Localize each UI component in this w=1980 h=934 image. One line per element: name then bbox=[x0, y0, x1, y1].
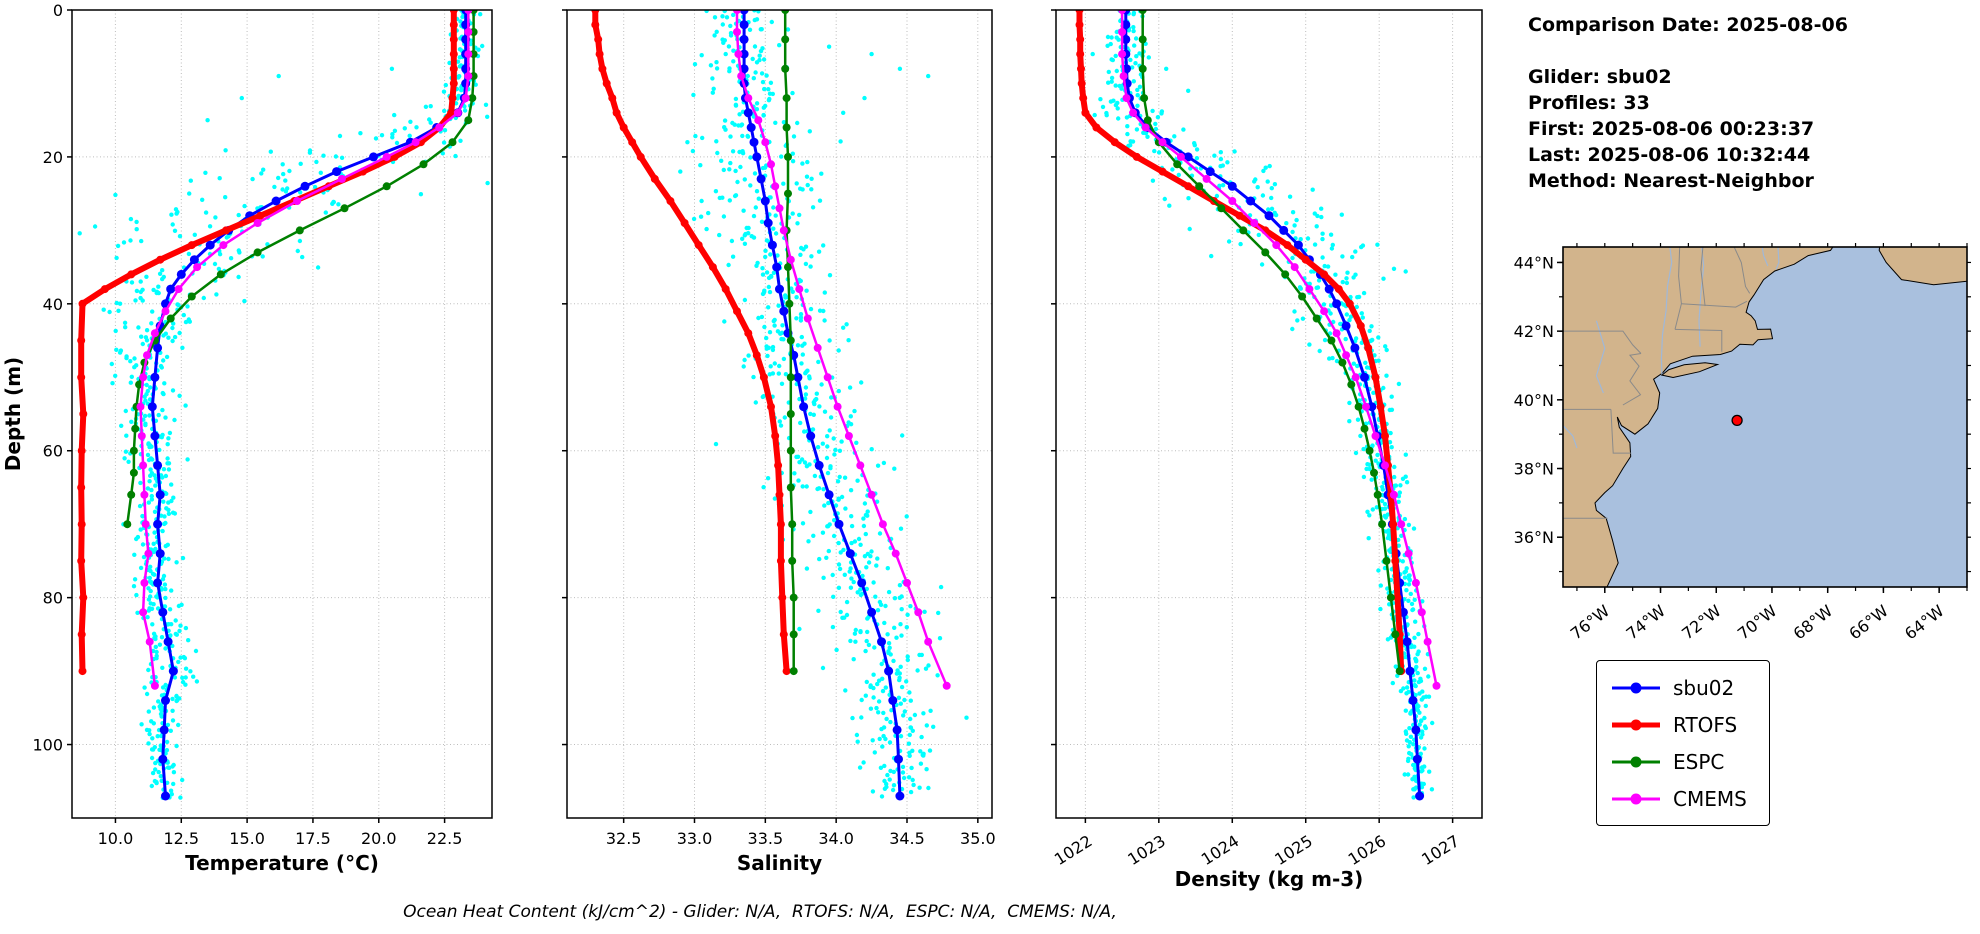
legend-label: CMEMS bbox=[1673, 786, 1747, 811]
series-RTOFS bbox=[591, 10, 791, 676]
svg-text:36°N: 36°N bbox=[1514, 528, 1554, 547]
series-ESPC bbox=[123, 10, 478, 529]
svg-text:100: 100 bbox=[32, 736, 63, 755]
info-panel-spacer bbox=[1528, 38, 1848, 64]
land-polygon bbox=[1563, 247, 1834, 587]
series-CMEMS bbox=[733, 10, 951, 690]
series-sbu02 bbox=[739, 10, 905, 801]
svg-text:38°N: 38°N bbox=[1514, 460, 1554, 479]
svg-text:66°W: 66°W bbox=[1845, 601, 1892, 643]
ocean-heat-content-caption: Ocean Heat Content (kJ/cm^2) - Glider: N… bbox=[403, 902, 1117, 922]
svg-text:40°N: 40°N bbox=[1514, 391, 1554, 410]
location-map: 76°W 74°W 72°W 70°W 68°W 66°W 64°W 36°N 38°N 40°N… bbox=[1514, 243, 1971, 643]
state-border-line bbox=[1733, 247, 1751, 294]
density-profile-plot: 1022 1023 1024 1025 1026 1027 Density (kg m-3) bbox=[1051, 9, 1483, 891]
svg-text:68°W: 68°W bbox=[1790, 601, 1837, 643]
legend-entry-cmems: CMEMS bbox=[1609, 780, 1747, 817]
legend-line-marker-icon bbox=[1612, 719, 1660, 730]
svg-text:76°W: 76°W bbox=[1567, 601, 1614, 643]
salinity-xlabel: Salinity bbox=[737, 851, 822, 875]
svg-text:32.5: 32.5 bbox=[606, 829, 642, 848]
scatter-layer-glider-raw-points bbox=[678, 10, 969, 799]
grid-layer bbox=[1056, 9, 1482, 818]
state-border-line bbox=[1674, 328, 1723, 352]
last-time-line: Last: 2025-08-06 10:32:44 bbox=[1528, 144, 1811, 166]
legend-entry-espc: ESPC bbox=[1609, 743, 1747, 780]
grid-layer bbox=[567, 9, 992, 818]
state-border-line bbox=[1674, 247, 1682, 330]
legend-entry-sbu02: sbu02 bbox=[1609, 669, 1747, 706]
series-ESPC bbox=[1138, 10, 1404, 676]
info-panel: Comparison Date: 2025-08-06 Glider: sbu0… bbox=[1528, 12, 1848, 194]
river-line bbox=[1698, 247, 1705, 347]
state-border-line bbox=[1610, 409, 1632, 454]
svg-text:44°N: 44°N bbox=[1514, 253, 1554, 272]
first-time-line: First: 2025-08-06 00:23:37 bbox=[1528, 118, 1815, 140]
profiles-line: Profiles: 33 bbox=[1528, 92, 1650, 114]
legend-entry-rtofs: RTOFS bbox=[1609, 706, 1747, 743]
svg-text:60: 60 bbox=[43, 442, 63, 461]
map-layers bbox=[1563, 247, 1967, 587]
river-line bbox=[1775, 247, 1780, 270]
legend-label: sbu02 bbox=[1673, 675, 1735, 700]
svg-text:34.0: 34.0 bbox=[818, 829, 854, 848]
legend-line-marker-icon bbox=[1612, 756, 1660, 767]
land-polygon bbox=[1878, 247, 1967, 286]
series-CMEMS bbox=[136, 10, 473, 690]
method-line: Method: Nearest-Neighbor bbox=[1528, 170, 1814, 192]
salinity-profile-plot: 32.5 33.0 33.5 34.0 34.5 35.0 Salinity bbox=[562, 9, 996, 875]
svg-text:40: 40 bbox=[43, 295, 63, 314]
svg-text:33.0: 33.0 bbox=[677, 829, 713, 848]
river-line bbox=[1595, 320, 1606, 394]
temperature-xlabel: Temperature (°C) bbox=[185, 851, 379, 875]
legend-line-marker-icon bbox=[1612, 793, 1660, 804]
svg-text:64°W: 64°W bbox=[1901, 601, 1948, 643]
series-CMEMS bbox=[1118, 10, 1441, 690]
svg-text:10.0: 10.0 bbox=[98, 829, 134, 848]
state-border-line bbox=[1563, 330, 1642, 354]
svg-text:35.0: 35.0 bbox=[960, 829, 996, 848]
glider-line: Glider: sbu02 bbox=[1528, 66, 1672, 88]
river-line bbox=[1660, 247, 1673, 375]
depth-axis-label: Depth (m) bbox=[1, 357, 25, 471]
svg-text:74°W: 74°W bbox=[1622, 601, 1669, 643]
svg-text:72°W: 72°W bbox=[1678, 601, 1725, 643]
svg-text:33.5: 33.5 bbox=[748, 829, 784, 848]
svg-text:20: 20 bbox=[43, 148, 63, 167]
svg-text:0: 0 bbox=[53, 1, 63, 20]
svg-text:17.5: 17.5 bbox=[295, 829, 331, 848]
temperature-profile-plot: 10.0 12.5 15.0 17.5 20.0 22.5 0 20 40 60 80 100 Temp… bbox=[1, 1, 493, 875]
svg-text:34.5: 34.5 bbox=[889, 829, 925, 848]
svg-text:22.5: 22.5 bbox=[427, 829, 463, 848]
svg-text:1022: 1022 bbox=[1051, 831, 1096, 869]
svg-text:12.5: 12.5 bbox=[163, 829, 199, 848]
svg-text:1027: 1027 bbox=[1418, 831, 1463, 869]
series-RTOFS bbox=[77, 10, 458, 676]
river-line bbox=[1761, 247, 1769, 267]
state-border-line bbox=[1622, 353, 1642, 406]
svg-text:20.0: 20.0 bbox=[361, 829, 397, 848]
svg-text:15.0: 15.0 bbox=[229, 829, 265, 848]
legend: sbu02 RTOFS ESPC CMEMS bbox=[1596, 660, 1770, 826]
svg-text:1023: 1023 bbox=[1124, 831, 1169, 869]
river-line bbox=[1563, 425, 1578, 449]
land-polygon bbox=[1660, 362, 1720, 379]
state-border-line bbox=[1681, 300, 1748, 308]
svg-text:42°N: 42°N bbox=[1514, 322, 1554, 341]
legend-label: RTOFS bbox=[1673, 712, 1738, 737]
legend-label: ESPC bbox=[1673, 749, 1725, 774]
svg-text:1026: 1026 bbox=[1345, 831, 1390, 869]
svg-text:1025: 1025 bbox=[1271, 831, 1316, 869]
svg-text:70°W: 70°W bbox=[1734, 601, 1781, 643]
state-border-line bbox=[1700, 247, 1706, 307]
scatter-layer-glider-raw-points bbox=[77, 10, 490, 800]
svg-text:1024: 1024 bbox=[1198, 831, 1243, 869]
density-xlabel: Density (kg m-3) bbox=[1175, 867, 1364, 891]
svg-text:80: 80 bbox=[43, 589, 63, 608]
glider-location-marker bbox=[1731, 414, 1743, 427]
comparison-date-line: Comparison Date: 2025-08-06 bbox=[1528, 14, 1848, 36]
legend-line-marker-icon bbox=[1612, 682, 1660, 693]
